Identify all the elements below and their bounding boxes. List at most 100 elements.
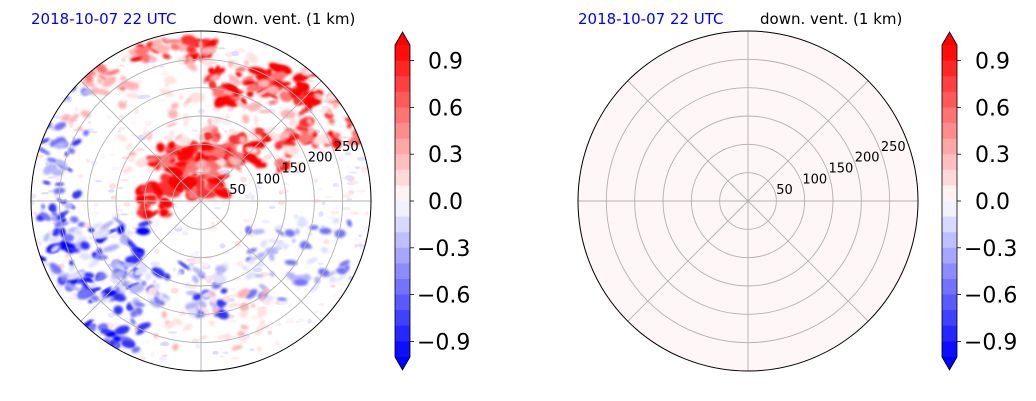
field-speckle <box>212 106 221 112</box>
field-speckle <box>142 126 148 130</box>
field-blob <box>328 118 335 125</box>
field-blob <box>125 93 141 99</box>
field-speckle <box>211 221 215 227</box>
field-speckle <box>293 171 297 175</box>
field-speckle <box>288 157 292 163</box>
field-blob <box>188 308 198 317</box>
field-blob <box>67 227 78 233</box>
field-speckle <box>341 206 351 211</box>
field-blob <box>208 67 215 74</box>
field-blob <box>252 229 265 235</box>
field-speckle <box>54 196 63 200</box>
field-blob <box>331 138 342 149</box>
field-blob <box>90 222 103 229</box>
field-speckle <box>357 243 364 248</box>
colorbar-band <box>395 76 410 93</box>
right-cb-tick-neg0.9: −0.9 <box>964 330 1017 355</box>
field-blob <box>185 61 198 72</box>
field-blob <box>161 310 167 319</box>
field-speckle <box>220 355 224 358</box>
field-blob <box>72 190 83 199</box>
field-blob <box>192 266 205 276</box>
field-blob <box>45 95 59 103</box>
field-speckle <box>136 356 147 361</box>
field-blob <box>203 149 209 157</box>
colorbar-band <box>395 107 410 124</box>
field-blob <box>289 118 298 127</box>
field-blob <box>71 339 84 350</box>
field-speckle <box>93 202 99 207</box>
field-speckle <box>123 201 131 207</box>
right-rlabel-50: 50 <box>776 183 793 198</box>
field-speckle <box>122 55 132 59</box>
field-blob <box>80 110 91 118</box>
field-blob <box>170 43 181 51</box>
field-speckle <box>353 237 357 242</box>
field-speckle <box>329 284 336 288</box>
field-blob <box>136 227 151 236</box>
field-speckle <box>265 140 270 145</box>
field-blob <box>235 71 242 78</box>
field-blob <box>208 117 213 127</box>
field-speckle <box>345 174 354 181</box>
field-blob <box>304 50 312 57</box>
field-blob <box>164 320 176 330</box>
field-speckle <box>210 197 219 202</box>
field-speckle <box>236 260 244 267</box>
field-speckle <box>213 206 222 210</box>
field-speckle <box>228 128 237 134</box>
field-blob <box>65 246 80 253</box>
field-blob <box>127 302 132 311</box>
field-blob <box>112 293 126 302</box>
field-blob <box>312 100 322 105</box>
left-cb-tick-0.6: 0.6 <box>428 96 463 121</box>
field-speckle <box>31 193 37 199</box>
field-speckle <box>158 99 166 103</box>
left-panel: 2018-10-07 22 UTC down. vent. (1 km) 50 … <box>30 10 470 372</box>
field-blob <box>195 189 217 199</box>
colorbar-band <box>942 310 957 327</box>
field-speckle <box>261 219 271 224</box>
field-blob <box>80 241 90 250</box>
field-speckle <box>293 213 299 220</box>
field-blob <box>268 62 281 72</box>
left-field <box>31 34 371 367</box>
field-blob <box>62 233 75 243</box>
field-blob <box>235 66 247 73</box>
field-speckle <box>195 251 200 254</box>
right-cb-tick-0.0: 0.0 <box>975 190 1010 215</box>
left-colorbar-ticks: 0.9 0.6 0.3 0.0 −0.3 −0.6 −0.9 <box>417 50 470 356</box>
field-blob <box>156 142 165 153</box>
field-blob <box>195 179 206 191</box>
field-blob <box>354 94 362 101</box>
left-rlabel-250: 250 <box>334 140 359 155</box>
field-blob <box>204 166 211 174</box>
colorbar-extend-min <box>942 357 957 370</box>
field-blob <box>52 227 61 237</box>
field-blob <box>135 158 149 167</box>
field-blob <box>145 156 159 163</box>
field-speckle <box>82 203 89 208</box>
field-speckle <box>100 153 106 159</box>
colorbar-band <box>942 263 957 280</box>
field-speckle <box>170 238 178 241</box>
field-blob <box>295 161 304 170</box>
field-blob <box>170 162 190 167</box>
field-blob <box>170 183 183 193</box>
field-blob <box>261 288 270 295</box>
field-speckle <box>221 200 226 204</box>
field-blob <box>134 302 146 307</box>
field-blob <box>161 293 170 300</box>
field-speckle <box>240 214 244 218</box>
field-blob <box>161 37 170 44</box>
field-speckle <box>340 136 349 139</box>
field-blob <box>145 41 154 48</box>
field-blob <box>234 165 242 171</box>
field-speckle <box>186 82 193 86</box>
left-rlabel-150: 150 <box>282 162 307 177</box>
field-blob <box>138 220 151 227</box>
field-speckle <box>285 318 296 324</box>
field-blob <box>53 121 67 131</box>
colorbar-band <box>395 154 410 171</box>
field-speckle <box>89 210 100 217</box>
